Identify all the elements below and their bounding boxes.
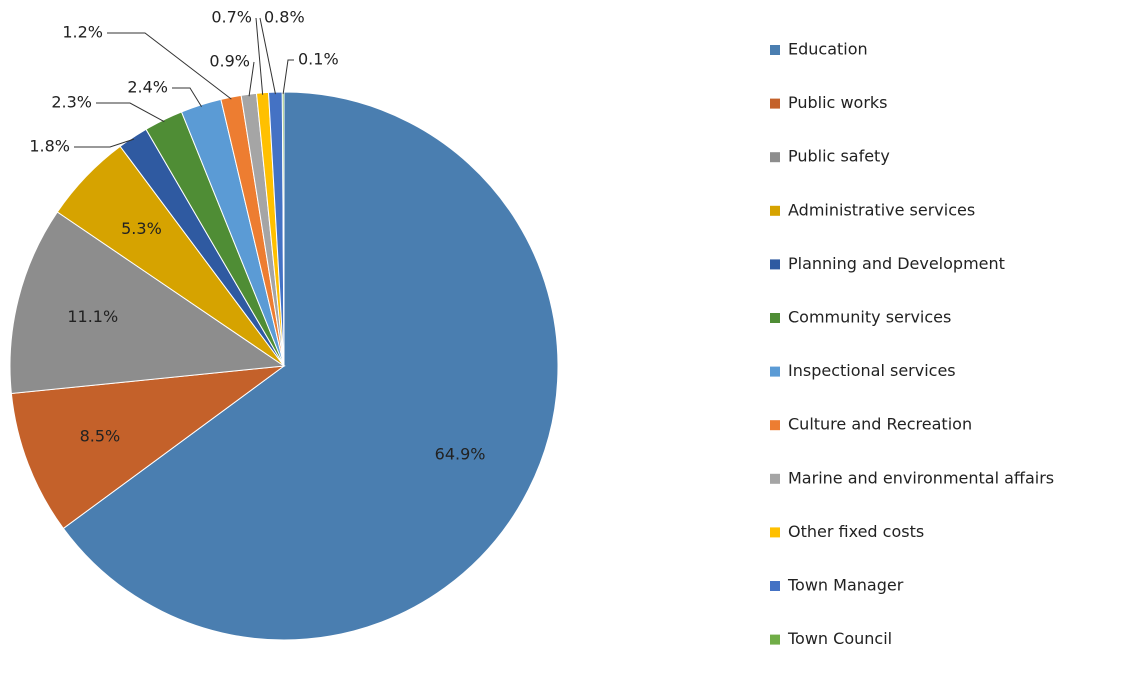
leader-line <box>259 17 276 95</box>
legend-swatch <box>770 98 780 109</box>
data-label: 8.5% <box>80 426 121 445</box>
legend-label: Education <box>788 40 868 59</box>
leader-line <box>255 17 264 95</box>
data-label: 64.9% <box>435 445 486 464</box>
legend-label: Community services <box>788 308 951 327</box>
data-label: 1.8% <box>29 137 70 156</box>
data-label: 2.4% <box>127 78 168 97</box>
legend-label: Town Manager <box>787 576 904 595</box>
leader-line <box>96 102 165 123</box>
leader-line <box>74 138 135 148</box>
pie-slice <box>10 365 286 530</box>
data-label: 0.7% <box>211 8 252 27</box>
legend-swatch <box>770 259 780 270</box>
leader-line <box>248 61 255 97</box>
legend-label: Inspectional services <box>788 361 956 380</box>
legend-label: Public works <box>788 93 888 112</box>
legend-swatch <box>770 45 780 55</box>
leader-line <box>282 59 294 95</box>
legend-label: Other fixed costs <box>788 522 924 541</box>
legend-swatch <box>770 420 780 431</box>
leader-line <box>107 32 232 100</box>
data-label: 5.3% <box>121 219 162 238</box>
legend-swatch <box>770 473 780 484</box>
data-label: 0.9% <box>209 52 250 71</box>
legend-swatch <box>770 634 780 645</box>
legend-label: Public safety <box>788 147 890 166</box>
legend-swatch <box>770 152 780 163</box>
legend-swatch <box>770 313 780 323</box>
data-label: 1.2% <box>62 23 103 42</box>
data-label: 11.1% <box>67 307 118 326</box>
legend-swatch <box>770 527 780 538</box>
legend-swatch <box>770 366 780 377</box>
legend-label: Administrative services <box>788 200 975 219</box>
legend-swatch <box>770 205 780 216</box>
legend-label: Planning and Development <box>788 254 1005 273</box>
pie-slice <box>62 91 559 641</box>
data-label: 0.1% <box>298 50 339 69</box>
legend-label: Culture and Recreation <box>788 415 972 434</box>
legend-label: Town Council <box>787 629 892 648</box>
leader-line <box>172 87 203 108</box>
legend-label: Marine and environmental affairs <box>788 468 1054 487</box>
legend-swatch <box>770 581 780 591</box>
data-label: 2.3% <box>51 93 92 112</box>
data-label: 0.8% <box>264 8 305 27</box>
pie-slice <box>9 211 286 395</box>
